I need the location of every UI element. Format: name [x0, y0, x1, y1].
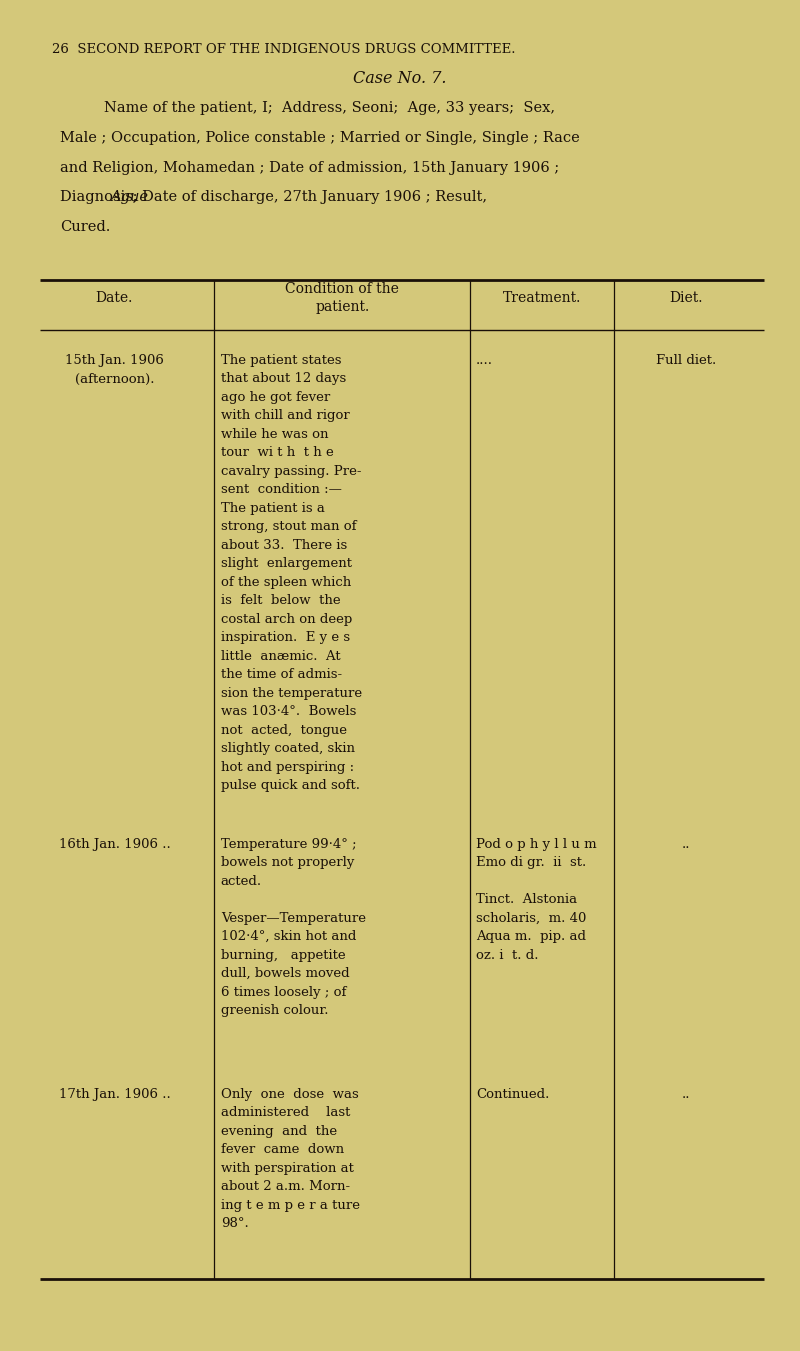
- Text: Continued.: Continued.: [476, 1088, 550, 1101]
- Text: 17th Jan. 1906 ..: 17th Jan. 1906 ..: [58, 1088, 170, 1101]
- Text: Ague: Ague: [110, 190, 148, 204]
- Text: Diet.: Diet.: [670, 290, 703, 305]
- Text: ..: ..: [682, 1088, 690, 1101]
- Text: Full diet.: Full diet.: [656, 354, 717, 367]
- Text: 26  SECOND REPORT OF THE INDIGENOUS DRUGS COMMITTEE.: 26 SECOND REPORT OF THE INDIGENOUS DRUGS…: [52, 43, 515, 57]
- Text: 15th Jan. 1906
(afternoon).: 15th Jan. 1906 (afternoon).: [65, 354, 164, 385]
- Text: Date.: Date.: [96, 290, 133, 305]
- Text: Case No. 7.: Case No. 7.: [354, 70, 446, 88]
- Text: Temperature 99·4° ;
bowels not properly
acted.

Vesper—Temperature
102·4°, skin : Temperature 99·4° ; bowels not properly …: [221, 838, 366, 1017]
- Text: Diagnosis,: Diagnosis,: [60, 190, 142, 204]
- Text: Only  one  dose  was
administered    last
evening  and  the
fever  came  down
wi: Only one dose was administered last even…: [221, 1088, 360, 1229]
- Text: Pod o p h y l l u m
Emo di gr.  ii  st.

Tinct.  Alstonia
scholaris,  m. 40
Aqua: Pod o p h y l l u m Emo di gr. ii st. Ti…: [476, 838, 597, 962]
- Text: Male ; Occupation, Police constable ; Married or Single, Single ; Race: Male ; Occupation, Police constable ; Ma…: [60, 131, 580, 145]
- Text: The patient states
that about 12 days
ago he got fever
with chill and rigor
whil: The patient states that about 12 days ag…: [221, 354, 362, 793]
- Text: and Religion, Mohamedan ; Date of admission, 15th January 1906 ;: and Religion, Mohamedan ; Date of admiss…: [60, 161, 559, 174]
- Text: Condition of the
patient.: Condition of the patient.: [286, 282, 399, 313]
- Text: 16th Jan. 1906 ..: 16th Jan. 1906 ..: [58, 838, 170, 851]
- Text: Name of the patient, I;  Address, Seoni;  Age, 33 years;  Sex,: Name of the patient, I; Address, Seoni; …: [104, 101, 555, 115]
- Text: Cured.: Cured.: [60, 220, 110, 234]
- Text: ; Date of discharge, 27th January 1906 ; Result,: ; Date of discharge, 27th January 1906 ;…: [128, 190, 487, 204]
- Text: ..: ..: [682, 838, 690, 851]
- Text: Treatment.: Treatment.: [502, 290, 581, 305]
- Text: ....: ....: [476, 354, 493, 367]
